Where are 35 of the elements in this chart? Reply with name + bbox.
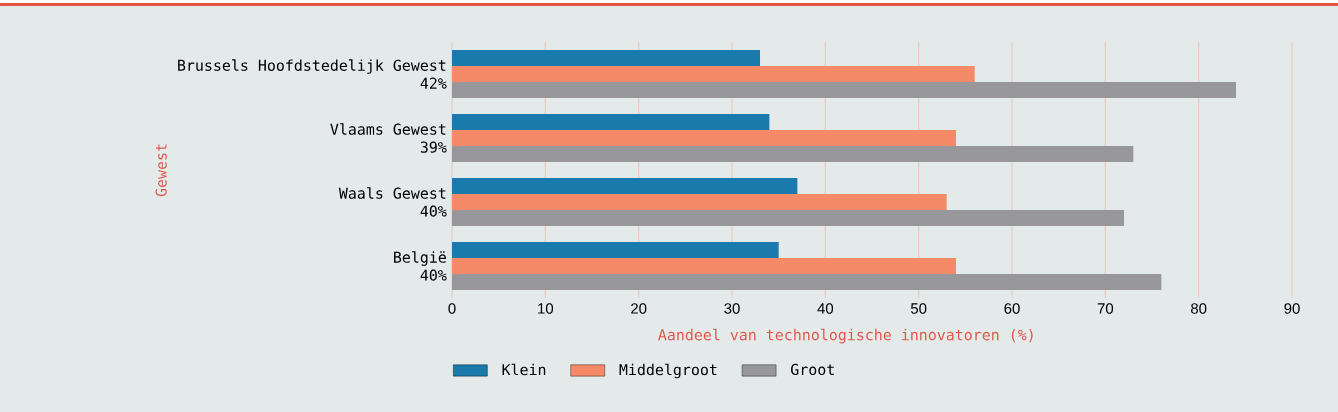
x-tick-label: 30 [724, 303, 740, 314]
x-tick-label: 20 [631, 303, 647, 314]
x-tick-label: 0 [448, 303, 456, 314]
bar [452, 146, 1134, 162]
x-tick-label: 10 [538, 303, 554, 314]
bar [452, 194, 947, 210]
bar [452, 274, 1162, 290]
bar [452, 258, 957, 274]
bar [452, 242, 779, 258]
text: 40% [420, 205, 447, 217]
bar [452, 130, 957, 146]
y-axis-title: Gewest [155, 144, 167, 197]
legend-label: Klein [502, 363, 546, 376]
bar [452, 66, 975, 82]
bar [452, 210, 1125, 226]
bar [452, 82, 1237, 98]
bar [452, 50, 761, 66]
text: 40% [420, 269, 447, 281]
y-tick-label: België [394, 251, 446, 266]
text: 42% [420, 77, 447, 89]
x-tick-label: 60 [1004, 303, 1020, 314]
text: 39% [420, 141, 447, 153]
bar [452, 178, 798, 194]
x-tick-label: 90 [1284, 303, 1300, 314]
x-tick-label: 40 [817, 303, 834, 314]
y-tick-label: Brussels Hoofdstedelijk Gewest [178, 59, 446, 74]
bar [452, 114, 770, 130]
legend-label: Middelgroot [619, 363, 717, 379]
x-axis-title: Aandeel van technologische innovatoren (%) [658, 328, 1033, 344]
y-tick-label: Waals Gewest [338, 187, 446, 199]
x-tick-label: 80 [1191, 303, 1207, 314]
x-tick-label: 70 [1097, 303, 1114, 314]
x-tick-label: 50 [910, 303, 927, 314]
y-tick-label: Vlaams Gewest [330, 123, 446, 135]
legend-label: Groot [791, 363, 834, 376]
